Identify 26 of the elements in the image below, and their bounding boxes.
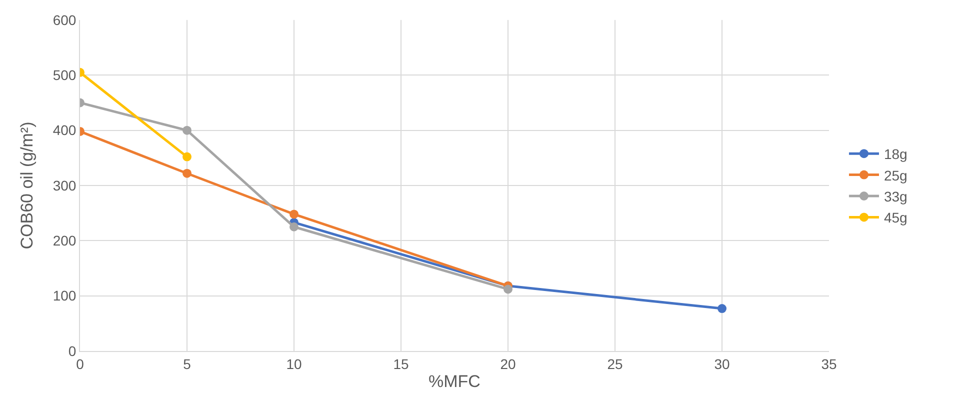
x-tick-label: 25 [607,356,623,372]
y-tick-label: 500 [52,67,76,84]
y-tick-label: 300 [52,177,76,194]
y-tick-label: 200 [52,232,76,249]
point [290,210,298,219]
x-tick-label: 30 [714,356,730,372]
y-tick-label: 400 [52,122,76,138]
x-tick-label: 20 [500,356,516,372]
x-tick-label: 10 [286,356,302,372]
point [504,284,512,294]
x-tick-label: 35 [821,356,837,372]
legend-label: 33g [884,188,908,204]
point [718,304,726,314]
legend-label: 18g [884,146,908,162]
x-axis-title: %MFC [428,372,480,392]
point [290,222,298,232]
legend-label: 45g [884,210,908,226]
x-tick-label: 5 [183,356,192,372]
x-tick-label: 15 [393,356,409,372]
legend-label: 25g [884,167,908,184]
point [182,168,192,178]
y-tick-label: 600 [52,12,76,28]
y-tick-label: 0 [68,342,76,359]
point [182,126,192,135]
y-tick-label: 100 [52,288,76,304]
y-axis-title: COB60 oil (g/m²) [17,122,36,250]
